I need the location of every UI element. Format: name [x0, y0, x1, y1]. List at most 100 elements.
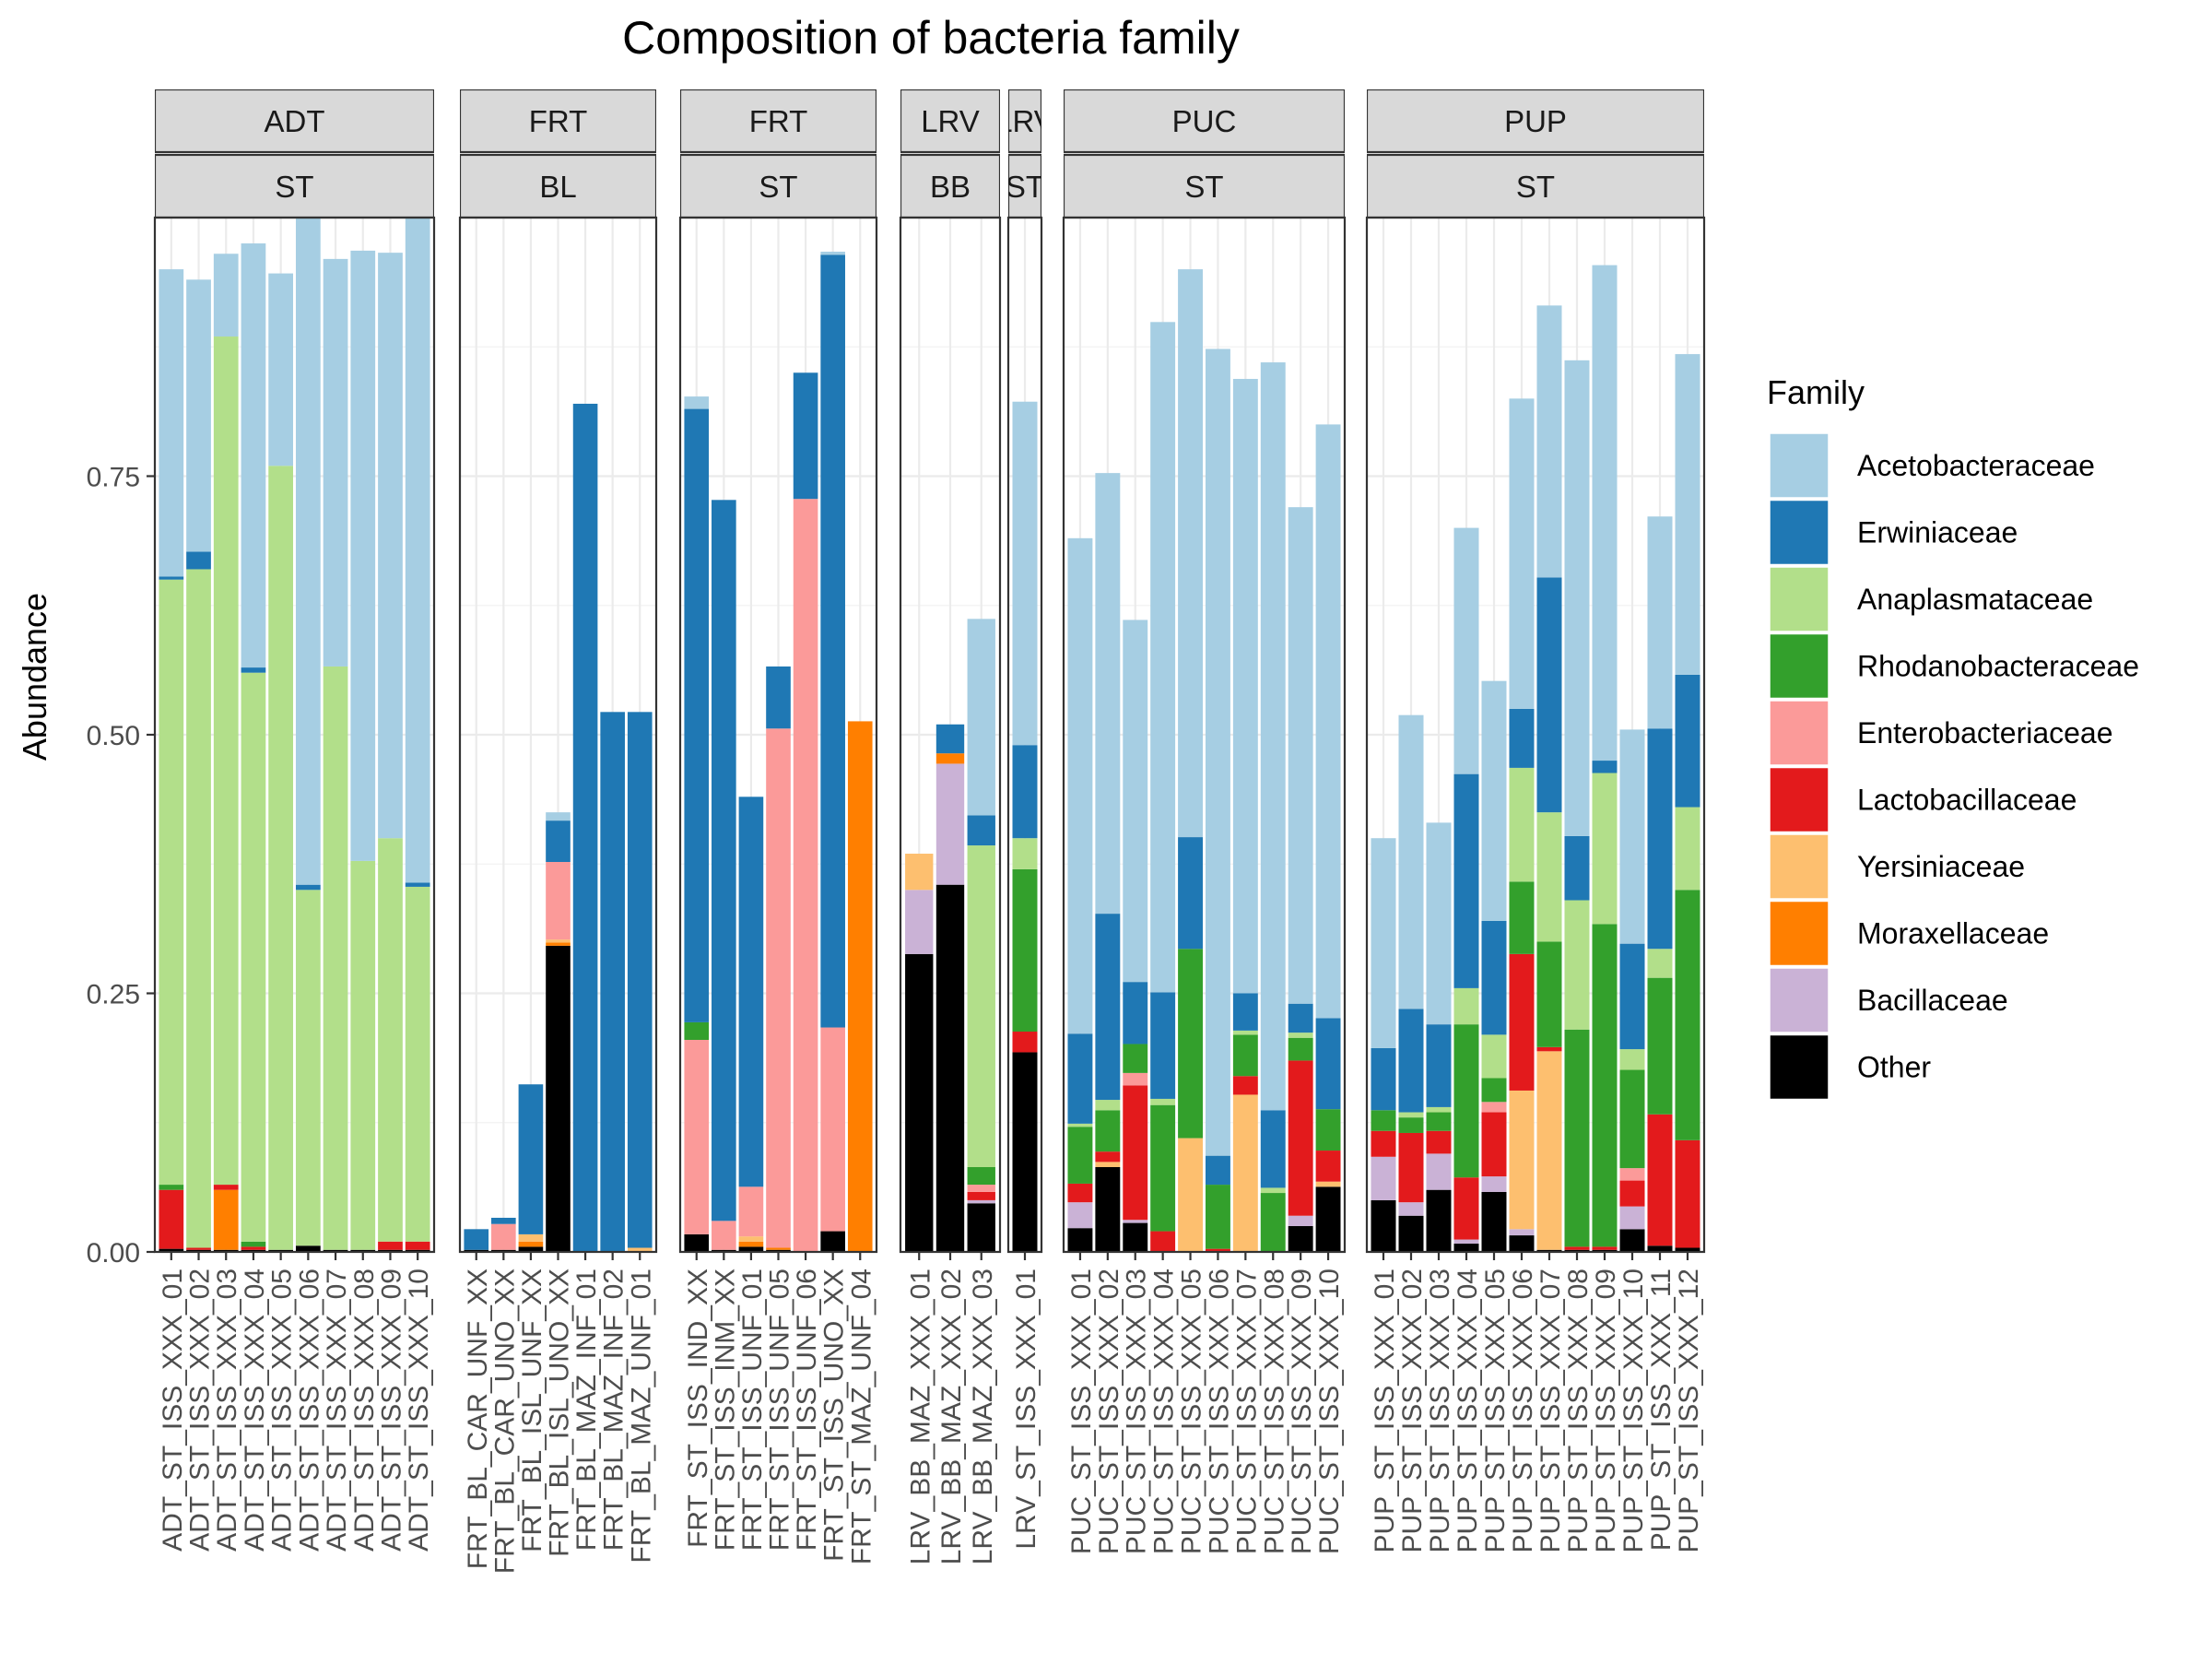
bar-segment-other: [738, 1246, 764, 1252]
bar-segment-moraxellaceae: [847, 721, 873, 1252]
strip-top: LRV: [1008, 89, 1041, 154]
panel-adt-st: ADTSTADT_ST_ISS_XXX_01ADT_ST_ISS_XXX_02A…: [153, 89, 436, 1552]
legend-label: Erwiniaceae: [1857, 516, 2018, 549]
strip-bottom-label: BL: [539, 170, 576, 204]
bar-segment-other: [1647, 1245, 1673, 1252]
bar-segment-acetobacteraceae: [1205, 348, 1230, 1156]
bar-segment-erwiniaceae: [546, 820, 571, 863]
bar-puc-st-iss-xxx-10: [1315, 424, 1341, 1252]
bar-segment-rhodanobacteraceae: [1592, 924, 1618, 1247]
bar-segment-acetobacteraceae: [1012, 401, 1038, 746]
strip-top: PUC: [1064, 89, 1345, 154]
bar-segment-other: [1067, 1228, 1093, 1252]
bar-segment-rhodanobacteraceae: [1315, 1109, 1341, 1151]
bar-segment-acetobacteraceae: [1564, 360, 1590, 836]
x-tick-label: PUC_ST_ISS_XXX_10: [1314, 1269, 1345, 1554]
x-tick-label: LRV_ST_ISS_XXX_01: [1011, 1269, 1041, 1550]
bar-segment-rhodanobacteraceae: [1398, 1117, 1424, 1133]
bar-segment-lactobacillaceae: [1426, 1130, 1452, 1154]
bar-segment-erwiniaceae: [1205, 1155, 1230, 1186]
bar-segment-yersiniaceae: [1536, 1051, 1562, 1250]
legend-swatch: [1769, 499, 1830, 566]
legend-item-enterobacteriaceae: Enterobacteriaceae: [1769, 700, 2113, 766]
bar-segment-acetobacteraceae: [546, 812, 571, 821]
bar-segment-anaplasmataceae: [1095, 1100, 1121, 1111]
legend-swatch: [1769, 1033, 1830, 1101]
bar-segment-yersiniaceae: [627, 1247, 653, 1252]
x-tick-label: PUP_ST_ISS_XXX_10: [1618, 1269, 1649, 1553]
bar-segment-acetobacteraceae: [1675, 354, 1700, 675]
bar-segment-anaplasmataceae: [350, 860, 376, 1250]
bar-segment-bacillaceae: [1288, 1215, 1313, 1226]
legend-swatch: [1769, 766, 1830, 833]
bar-segment-other: [1536, 1249, 1562, 1252]
bar-segment-erwiniaceae: [405, 882, 430, 887]
bar-segment-acetobacteraceae: [1592, 265, 1618, 761]
bar-segment-acetobacteraceae: [1453, 527, 1479, 774]
bar-segment-erwiniaceae: [627, 712, 653, 1248]
bar-segment-bacillaceae: [1619, 1206, 1645, 1230]
x-tick-label: LRV_BB_MAZ_XXX_02: [936, 1269, 967, 1564]
bar-segment-erwiniaceae: [1592, 761, 1618, 773]
bar-segment-other: [1509, 1235, 1535, 1252]
legend-swatch: [1769, 900, 1830, 967]
bar-pup-st-iss-xxx-12: [1675, 354, 1700, 1252]
bar-segment-rhodanobacteraceae: [1095, 1110, 1121, 1152]
legend-label: Acetobacteraceae: [1857, 449, 2095, 482]
bar-segment-acetobacteraceae: [1536, 305, 1562, 578]
bar-segment-anaplasmataceae: [1150, 1098, 1176, 1105]
bar-segment-other: [378, 1249, 403, 1252]
bar-segment-enterobacteriaceae: [766, 728, 791, 1248]
bar-segment-other: [546, 945, 571, 1252]
bar-segment-yersiniaceae: [738, 1236, 764, 1242]
bar-segment-other: [1619, 1229, 1645, 1252]
x-tick-label: ADT_ST_ISS_XXX_03: [212, 1269, 242, 1552]
bar-segment-enterobacteriaceae: [820, 1027, 845, 1232]
bar-segment-other: [1592, 1249, 1618, 1252]
bar-segment-other: [268, 1249, 294, 1252]
bar-segment-lactobacillaceae: [1481, 1112, 1507, 1177]
bar-segment-acetobacteraceae: [159, 269, 184, 577]
bar-segment-rhodanobacteraceae: [684, 1021, 710, 1040]
strip-top-label: ADT: [265, 104, 325, 138]
bar-segment-yersiniaceae: [1232, 1094, 1258, 1252]
bar-segment-bacillaceae: [1398, 1202, 1424, 1216]
strip-bottom: ST: [1008, 153, 1041, 219]
bar-segment-moraxellaceae: [935, 753, 965, 764]
x-tick-label: ADT_ST_ISS_XXX_01: [158, 1269, 188, 1552]
bar-segment-erwiniaceae: [1288, 1003, 1313, 1033]
bar-segment-anaplasmataceae: [323, 666, 348, 1250]
bar-adt-st-iss-xxx-05: [268, 273, 294, 1252]
x-tick-label: FRT_ST_MAZ_UNF_04: [846, 1269, 877, 1564]
bar-segment-anaplasmataceae: [405, 886, 430, 1242]
legend-item-lactobacillaceae: Lactobacillaceae: [1769, 766, 2077, 833]
bar-pup-st-iss-xxx-03: [1426, 822, 1452, 1252]
x-tick-label: ADT_ST_ISS_XXX_08: [349, 1269, 380, 1552]
bar-segment-bacillaceae: [1371, 1156, 1396, 1200]
bar-segment-other: [1675, 1247, 1700, 1252]
bar-pup-st-iss-xxx-10: [1619, 729, 1645, 1252]
bar-segment-erwiniaceae: [1260, 1110, 1286, 1188]
bar-segment-rhodanobacteraceae: [1536, 941, 1562, 1047]
bar-segment-other: [967, 1203, 995, 1252]
bar-puc-st-iss-xxx-09: [1288, 507, 1313, 1252]
bar-frt-bl-isl-unf-xx: [518, 1084, 544, 1252]
bar-segment-acetobacteraceae: [1398, 714, 1424, 1009]
bar-frt-st-iss-ind-xx: [684, 396, 710, 1252]
x-tick-label: PUP_ST_ISS_XXX_03: [1425, 1269, 1455, 1553]
bar-segment-erwiniaceae: [738, 797, 764, 1187]
bar-segment-rhodanobacteraceae: [1481, 1078, 1507, 1103]
bar-frt-bl-car-unf-xx: [464, 1229, 489, 1252]
bar-segment-yersiniaceae: [1095, 1162, 1121, 1167]
y-tick-label: 0.00: [87, 1238, 140, 1269]
bar-segment-rhodanobacteraceae: [1232, 1034, 1258, 1077]
legend-item-acetobacteraceae: Acetobacteraceae: [1769, 432, 2095, 499]
bar-segment-lactobacillaceae: [1371, 1130, 1396, 1157]
bar-segment-acetobacteraceae: [1150, 322, 1176, 993]
bar-segment-other: [350, 1249, 376, 1252]
x-tick-label: PUP_ST_ISS_XXX_09: [1591, 1269, 1621, 1553]
bar-segment-lactobacillaceae: [1150, 1231, 1176, 1252]
bar-segment-enterobacteriaceae: [1481, 1102, 1507, 1113]
x-tick-label: PUC_ST_ISS_XXX_06: [1204, 1269, 1234, 1554]
